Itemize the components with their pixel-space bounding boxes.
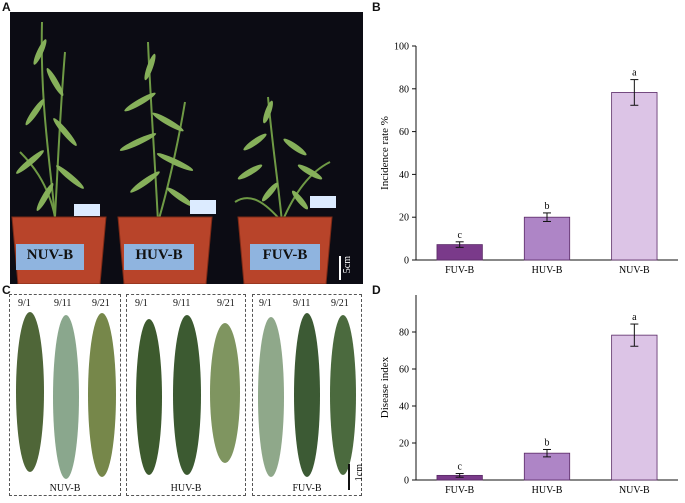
scale-bar-label: 5cm [342, 256, 353, 274]
leaf-images [136, 315, 240, 475]
plant-photo-graphic [10, 12, 363, 285]
x-tick-label: NUV-B [619, 485, 650, 496]
y-axis-label: Disease index [379, 356, 391, 418]
bar [611, 334, 658, 481]
date-label: 9/1 [135, 298, 148, 309]
leaf-images [258, 313, 356, 477]
bar [611, 92, 658, 261]
group-label: HUV-B [170, 483, 202, 494]
bar [523, 216, 571, 261]
panel-label-a: A [2, 0, 11, 14]
group-label: FUV-B [292, 483, 322, 494]
pot-label-nuv: NUV-B [26, 247, 74, 263]
significance-label: b [545, 201, 550, 212]
y-tick-label: 60 [399, 127, 409, 138]
leaf-group-nuv: 9/1 9/11 9/21 NUV-B [9, 294, 121, 496]
y-tick-label: 80 [399, 84, 409, 95]
pot-label-fuv: FUV-B [262, 247, 308, 263]
y-tick-label: 0 [404, 256, 409, 267]
plant-photo: NUV-B HUV-B FUV-B 5cm [10, 12, 363, 285]
chart-disease-index: 0 20 40 60 80 Disease index c FUV-B b HUV-B a NUV-B [372, 292, 684, 498]
y-tick-label: 0 [404, 476, 409, 487]
y-tick-label: 20 [399, 213, 409, 224]
x-tick-label: HUV-B [532, 265, 563, 276]
date-label: 9/21 [217, 298, 235, 309]
date-label: 9/11 [293, 298, 311, 309]
significance-label: a [632, 312, 637, 323]
chart-incidence-rate: 0 20 40 60 80 100 Incidence rate % c FUV-B b HUV-B… [372, 10, 684, 286]
date-label: 9/1 [18, 298, 31, 309]
significance-label: c [457, 230, 462, 241]
x-tick-label: FUV-B [445, 485, 474, 496]
date-label: 9/11 [173, 298, 191, 309]
significance-label: c [457, 462, 462, 473]
group-label: NUV-B [49, 483, 81, 494]
leaf-scale-label: 1cm [354, 464, 365, 482]
y-axis-label: Incidence rate % [379, 116, 391, 190]
leaf-group-huv: 9/1 9/11 9/21 HUV-B [126, 294, 246, 496]
leaf-scale-bar [348, 464, 350, 490]
x-tick-label: FUV-B [445, 265, 474, 276]
leaf-images [16, 312, 116, 479]
bar [523, 452, 571, 481]
x-tick-label: HUV-B [532, 485, 563, 496]
y-tick-label: 20 [399, 439, 409, 450]
leaf-panel: 9/1 9/11 9/21 NUV-B 9/1 9/11 9/21 HUV-B … [4, 294, 374, 496]
pot-label-huv: HUV-B [135, 247, 183, 263]
panel-label-c: C [2, 283, 11, 297]
date-label: 9/21 [92, 298, 110, 309]
chart-d-svg: 0 20 40 60 80 Disease index c FUV-B b HUV-B a NUV-B [379, 295, 678, 496]
date-label: 9/21 [331, 298, 349, 309]
y-tick-label: 40 [399, 402, 409, 413]
panel-label-b: B [372, 0, 381, 14]
y-tick-label: 40 [399, 170, 409, 181]
significance-label: b [545, 437, 550, 448]
x-tick-label: NUV-B [619, 265, 650, 276]
chart-b-svg: 0 20 40 60 80 100 Incidence rate % c FUV-B b HUV-B… [379, 42, 678, 276]
leaf-group-fuv: 9/1 9/11 9/21 FUV-B [252, 294, 362, 496]
y-tick-label: 80 [399, 328, 409, 339]
y-tick-label: 100 [394, 42, 409, 53]
panel-label-d: D [372, 283, 381, 297]
date-label: 9/1 [259, 298, 272, 309]
date-label: 9/11 [54, 298, 72, 309]
y-tick-label: 60 [399, 365, 409, 376]
significance-label: a [632, 68, 637, 79]
